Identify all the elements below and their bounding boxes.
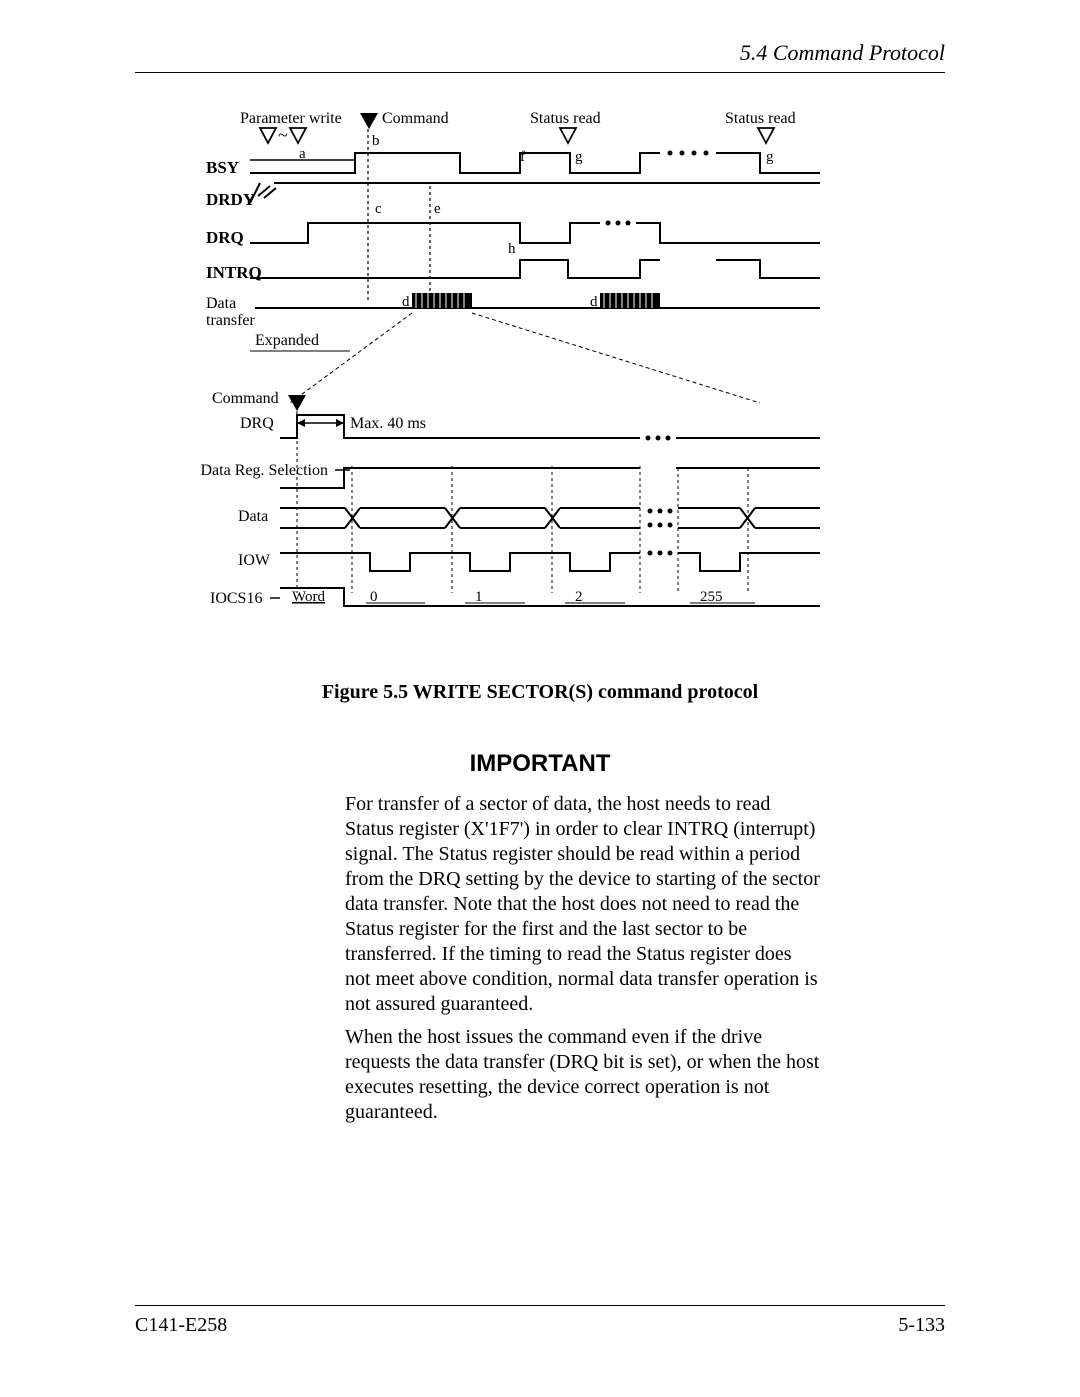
letter-e: e [434, 201, 441, 217]
signal-intrq: INTRQ [206, 263, 262, 282]
letter-g2: g [766, 149, 774, 165]
signal-iocs16: IOCS16 [210, 590, 262, 607]
label-max40: Max. 40 ms [350, 415, 426, 432]
signal-drq2: DRQ [240, 415, 274, 432]
letter-f: f [520, 149, 525, 165]
signal-iow: IOW [238, 552, 271, 569]
page-number: 5-133 [898, 1314, 945, 1337]
label-status-read-1: Status read [530, 110, 601, 127]
label-param-write: Parameter write [240, 110, 342, 127]
label-command2: Command [212, 390, 279, 407]
paragraph-2: When the host issues the command even if… [345, 1025, 820, 1125]
label-expanded: Expanded [255, 332, 319, 349]
signal-data-transfer-2: transfer [206, 312, 256, 329]
signal-data-transfer-1: Data [206, 295, 236, 312]
letter-d2: d [590, 294, 598, 310]
page-header: 5.4 Command Protocol [135, 40, 945, 73]
signal-bsy: BSY [206, 158, 239, 177]
signal-data: Data [238, 508, 268, 525]
label-data-reg-sel: Data Reg. Selection [200, 462, 328, 479]
signal-drq: DRQ [206, 228, 244, 247]
label-command: Command [382, 110, 449, 127]
body-text: For transfer of a sector of data, the ho… [345, 792, 820, 1125]
letter-b: b [372, 133, 380, 149]
label-word: Word [292, 589, 325, 605]
label-status-read-2: Status read [725, 110, 796, 127]
svg-text:~: ~ [278, 125, 288, 145]
letter-d1: d [402, 294, 410, 310]
letter-g: g [575, 149, 583, 165]
paragraph-1: For transfer of a sector of data, the ho… [345, 792, 820, 1017]
letter-c: c [375, 201, 382, 217]
page-footer: C141-E258 5-133 [135, 1305, 945, 1337]
section-title: 5.4 Command Protocol [740, 40, 945, 65]
svg-text:Data Reg. Selection: Data Reg. Selection [200, 462, 328, 479]
figure-caption: Figure 5.5 WRITE SECTOR(S) command proto… [135, 681, 945, 704]
signal-drdy: DRDY [206, 190, 255, 209]
doc-id: C141-E258 [135, 1314, 227, 1337]
timing-diagram: Parameter write ~ Command Status read St… [200, 103, 840, 648]
letter-h: h [508, 241, 516, 257]
important-heading: IMPORTANT [135, 750, 945, 778]
page: 5.4 Command Protocol Parameter write ~ C… [0, 0, 1080, 1397]
